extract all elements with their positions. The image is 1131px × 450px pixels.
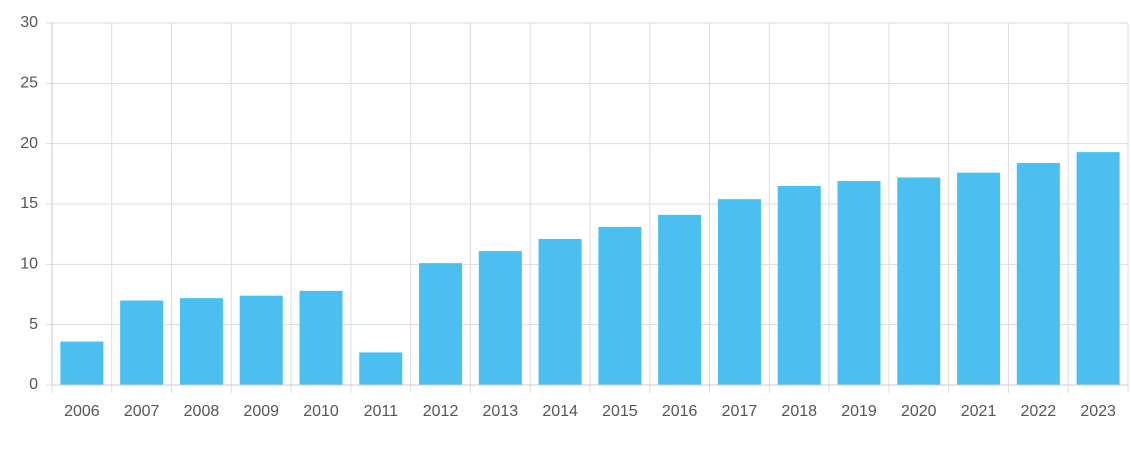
x-tick-label: 2015: [602, 403, 638, 420]
bar: [1016, 162, 1060, 385]
x-tick-label: 2006: [64, 403, 100, 420]
x-tick-label: 2016: [662, 403, 698, 420]
x-tick-label: 2017: [722, 403, 758, 420]
bar: [359, 352, 403, 385]
bar: [120, 300, 164, 385]
x-tick-label: 2021: [961, 403, 997, 420]
bar: [1076, 152, 1120, 385]
x-tick-label: 2018: [781, 403, 817, 420]
x-tick-label: 2011: [364, 403, 399, 420]
bar: [598, 226, 642, 385]
y-tick-label: 0: [29, 376, 38, 393]
y-tick-label: 15: [20, 195, 38, 212]
bar: [717, 199, 761, 385]
x-tick-label: 2012: [423, 403, 459, 420]
bar: [837, 181, 881, 385]
x-tick-label: 2022: [1021, 403, 1057, 420]
x-tick-label: 2020: [901, 403, 937, 420]
y-tick-label: 10: [20, 256, 38, 273]
x-tick-label: 2019: [841, 403, 877, 420]
bar: [419, 263, 463, 385]
y-tick-label: 30: [20, 14, 38, 31]
x-tick-label: 2010: [303, 403, 339, 420]
x-tick-label: 2009: [243, 403, 279, 420]
y-tick-label: 25: [20, 75, 38, 92]
bar: [478, 251, 522, 385]
x-tick-label: 2007: [124, 403, 160, 420]
bar: [897, 177, 941, 385]
x-tick-label: 2008: [184, 403, 220, 420]
bar: [60, 341, 104, 385]
bar: [777, 185, 821, 385]
x-tick-label: 2013: [483, 403, 519, 420]
bar: [239, 295, 283, 385]
bar: [179, 298, 223, 385]
x-tick-label: 2014: [542, 403, 578, 420]
bar: [658, 214, 702, 385]
y-tick-label: 20: [20, 135, 38, 152]
bar: [538, 238, 582, 385]
y-tick-label: 5: [29, 316, 38, 333]
bar: [957, 172, 1001, 385]
bar: [299, 290, 343, 385]
x-tick-label: 2023: [1080, 403, 1116, 420]
